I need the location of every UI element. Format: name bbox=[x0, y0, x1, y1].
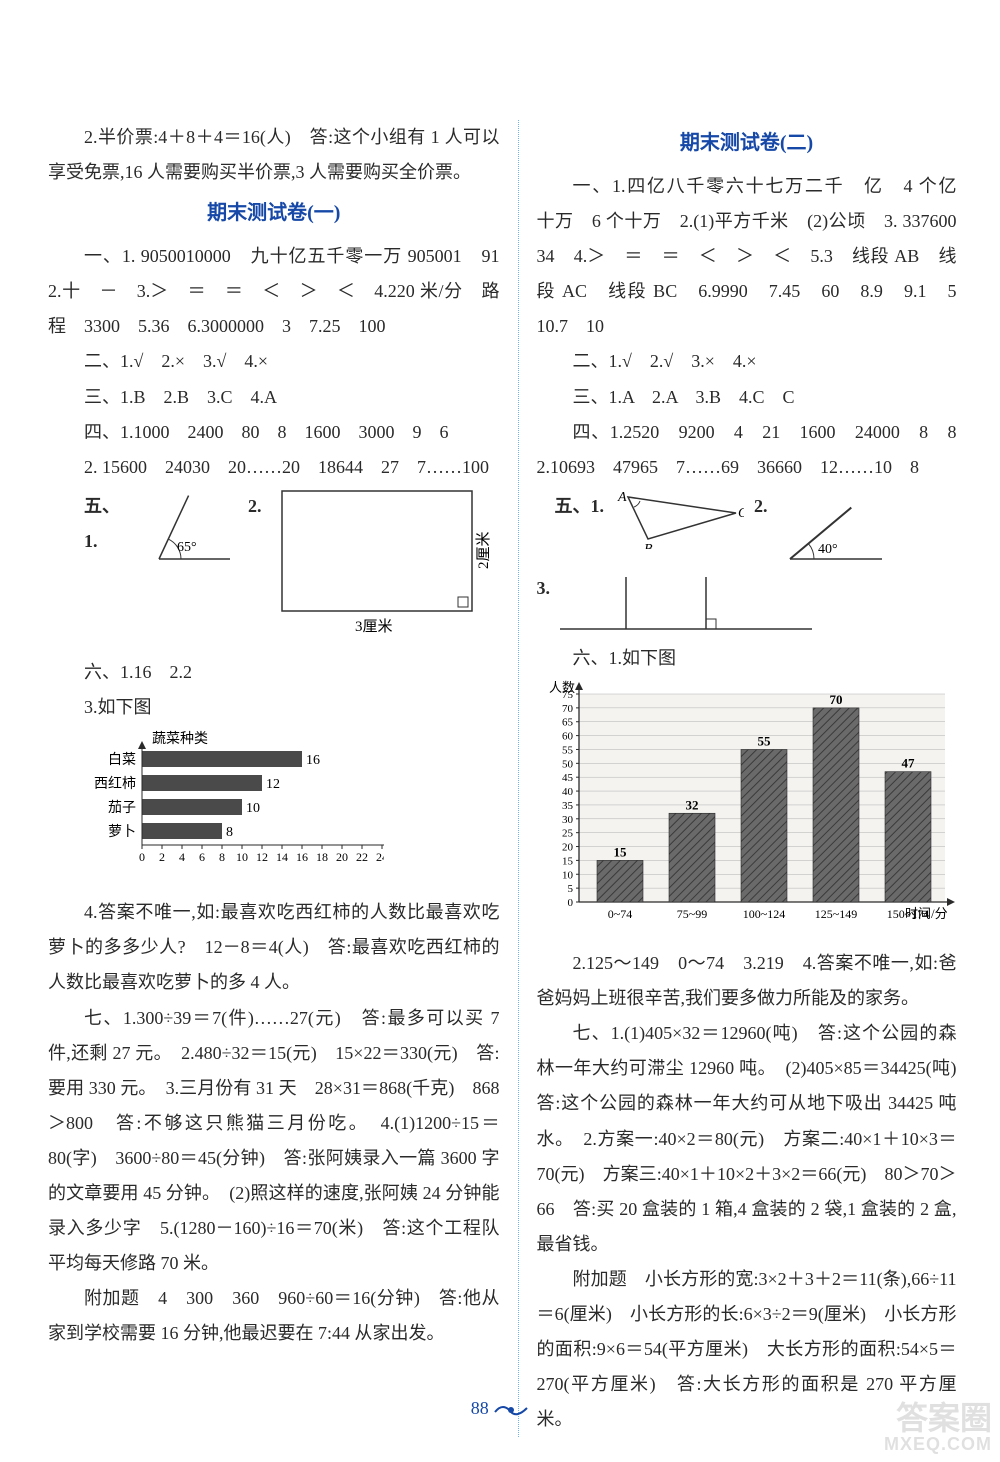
svg-text:2: 2 bbox=[159, 850, 165, 864]
svg-text:50: 50 bbox=[562, 758, 574, 770]
page-footer: 88 bbox=[0, 1391, 1000, 1426]
svg-text:20: 20 bbox=[562, 841, 574, 853]
svg-text:25: 25 bbox=[562, 828, 574, 840]
left-title: 期末测试卷(一) bbox=[48, 194, 500, 233]
vbar-chart: 051015202530354045505560657075人数150~7432… bbox=[537, 680, 957, 942]
svg-text:B: B bbox=[644, 542, 653, 549]
svg-text:0: 0 bbox=[139, 850, 145, 864]
watermark-line1: 答案圈 bbox=[884, 1402, 992, 1436]
svg-text:萝卜: 萝卜 bbox=[108, 824, 136, 840]
watermark-line2: MXEQ.COM bbox=[884, 1435, 992, 1454]
svg-text:8: 8 bbox=[226, 825, 233, 840]
left-sec5-label2: 2. bbox=[248, 489, 262, 524]
svg-text:0: 0 bbox=[567, 897, 573, 909]
svg-text:2厘米: 2厘米 bbox=[475, 531, 492, 569]
hbar-chart: 蔬菜种类白菜16西红柿12茄子10萝卜802468101214161820222… bbox=[84, 729, 500, 891]
svg-text:茄子: 茄子 bbox=[108, 799, 136, 816]
svg-text:65°: 65° bbox=[177, 540, 197, 555]
right-sec1: 一、1.四亿八千零六十七万二千 亿 4 个亿 十万 6 个十万 2.(1)平方千… bbox=[537, 169, 957, 344]
left-sec5-label1: 五、1. bbox=[84, 489, 129, 559]
left-bonus: 附加题 4 300 360 960÷60＝16(分钟) 答:他从家到学校需要 1… bbox=[48, 1281, 500, 1351]
watermark: 答案圈 MXEQ.COM bbox=[884, 1402, 992, 1454]
right-sec5-3-label: 3. bbox=[537, 571, 551, 606]
svg-text:C: C bbox=[738, 506, 744, 521]
right-sec3: 三、1.A 2.A 3.B 4.C C bbox=[537, 380, 957, 415]
svg-text:18: 18 bbox=[316, 850, 328, 864]
svg-text:A: A bbox=[617, 490, 627, 505]
svg-text:16: 16 bbox=[296, 850, 308, 864]
right-column: 期末测试卷(二) 一、1.四亿八千零六十七万二千 亿 4 个亿 十万 6 个十万… bbox=[537, 120, 957, 1437]
svg-text:8: 8 bbox=[219, 850, 225, 864]
svg-text:55: 55 bbox=[562, 744, 574, 756]
rectangle-3x2-diagram: 3厘米 2厘米 bbox=[280, 489, 500, 651]
svg-text:15: 15 bbox=[562, 855, 574, 867]
svg-text:40°: 40° bbox=[818, 542, 838, 557]
svg-text:3厘米: 3厘米 bbox=[355, 618, 393, 635]
left-column: 2.半价票:4＋8＋4＝16(人) 答:这个小组有 1 人可以享受免票,16 人… bbox=[48, 120, 500, 1437]
left-sec6b: 3.如下图 bbox=[48, 690, 500, 725]
right-title: 期末测试卷(二) bbox=[537, 124, 957, 163]
right-sec5-3-row: 3. bbox=[537, 571, 957, 641]
svg-text:10: 10 bbox=[562, 869, 574, 881]
svg-text:40: 40 bbox=[562, 786, 574, 798]
svg-text:35: 35 bbox=[562, 800, 574, 812]
svg-text:15: 15 bbox=[613, 844, 627, 859]
svg-text:47: 47 bbox=[901, 756, 915, 771]
svg-text:70: 70 bbox=[829, 692, 842, 707]
svg-text:西红柿: 西红柿 bbox=[94, 775, 136, 792]
left-sec3: 三、1.B 2.B 3.C 4.A bbox=[48, 380, 500, 415]
left-sec2: 二、1.√ 2.× 3.√ 4.× bbox=[48, 344, 500, 379]
svg-text:16: 16 bbox=[306, 753, 320, 768]
angle-65-diagram: 65° bbox=[147, 489, 230, 567]
svg-text:30: 30 bbox=[562, 814, 574, 826]
svg-text:100~124: 100~124 bbox=[742, 907, 785, 921]
svg-text:32: 32 bbox=[685, 797, 698, 812]
angle-40-diagram: 40° bbox=[778, 489, 888, 569]
right-sec5-label2: 2. bbox=[754, 489, 768, 524]
svg-text:时间/分: 时间/分 bbox=[905, 906, 948, 921]
svg-text:0~74: 0~74 bbox=[607, 907, 632, 921]
svg-text:75~99: 75~99 bbox=[676, 907, 707, 921]
svg-text:人数: 人数 bbox=[549, 680, 575, 695]
left-sec6a: 六、1.16 2.2 bbox=[48, 655, 500, 690]
left-pre: 2.半价票:4＋8＋4＝16(人) 答:这个小组有 1 人可以享受免票,16 人… bbox=[48, 120, 500, 190]
left-sec1: 一、1. 9050010000 九十亿五千零一万 905001 91 2.十 －… bbox=[48, 239, 500, 344]
right-sec5-figs: 五、1. A B C 2. 40° bbox=[555, 489, 957, 569]
svg-text:12: 12 bbox=[266, 777, 280, 792]
right-sec2: 二、1.√ 2.√ 3.× 4.× bbox=[537, 344, 957, 379]
left-sec5-figs: 五、1. 65° 2. 3厘米 2厘米 bbox=[84, 489, 500, 651]
svg-text:10: 10 bbox=[236, 850, 248, 864]
left-sec4a: 四、1.1000 2400 80 8 1600 3000 9 6 bbox=[48, 415, 500, 450]
page-number: 88 bbox=[471, 1398, 489, 1418]
svg-text:45: 45 bbox=[562, 772, 574, 784]
left-sec6-4: 4.答案不唯一,如:最喜欢吃西红柿的人数比最喜欢吃萝卜的多多少人? 12－8＝4… bbox=[48, 895, 500, 1000]
svg-text:125~149: 125~149 bbox=[814, 907, 857, 921]
svg-text:70: 70 bbox=[562, 703, 574, 715]
svg-text:4: 4 bbox=[179, 850, 185, 864]
footer-flourish-icon bbox=[493, 1400, 529, 1420]
right-sec4a: 四、1.2520 9200 4 21 1600 24000 8 8 2.1069… bbox=[537, 415, 957, 485]
svg-text:22: 22 bbox=[356, 850, 368, 864]
right-sec5-label1: 五、1. bbox=[555, 489, 605, 524]
triangle-abc-diagram: A B C bbox=[614, 489, 744, 549]
column-divider bbox=[518, 120, 519, 1437]
svg-text:65: 65 bbox=[562, 717, 574, 729]
right-sec7: 七、1.(1)405×32＝12960(吨) 答:这个公园的森林一年大约可滞尘 … bbox=[537, 1016, 957, 1262]
svg-text:10: 10 bbox=[246, 801, 260, 816]
svg-text:5: 5 bbox=[567, 883, 573, 895]
svg-text:24: 24 bbox=[376, 850, 384, 864]
left-sec7: 七、1.300÷39＝7(件)……27(元) 答:最多可以买 7 件,还剩 27… bbox=[48, 1001, 500, 1282]
svg-text:14: 14 bbox=[276, 850, 288, 864]
svg-text:20: 20 bbox=[336, 850, 348, 864]
svg-text:12: 12 bbox=[256, 850, 268, 864]
left-sec4b: 2. 15600 24030 20……20 18644 27 7……100 bbox=[48, 450, 500, 485]
svg-text:60: 60 bbox=[562, 731, 574, 743]
svg-text:55: 55 bbox=[757, 733, 771, 748]
perpendicular-diagram bbox=[556, 571, 816, 641]
right-sec6b: 2.125～149 0～74 3.219 4.答案不唯一,如:爸爸妈妈上班很辛苦… bbox=[537, 946, 957, 1016]
svg-text:6: 6 bbox=[199, 850, 205, 864]
right-sec6a: 六、1.如下图 bbox=[537, 641, 957, 676]
svg-text:蔬菜种类: 蔬菜种类 bbox=[152, 731, 208, 747]
svg-text:白菜: 白菜 bbox=[108, 752, 136, 768]
